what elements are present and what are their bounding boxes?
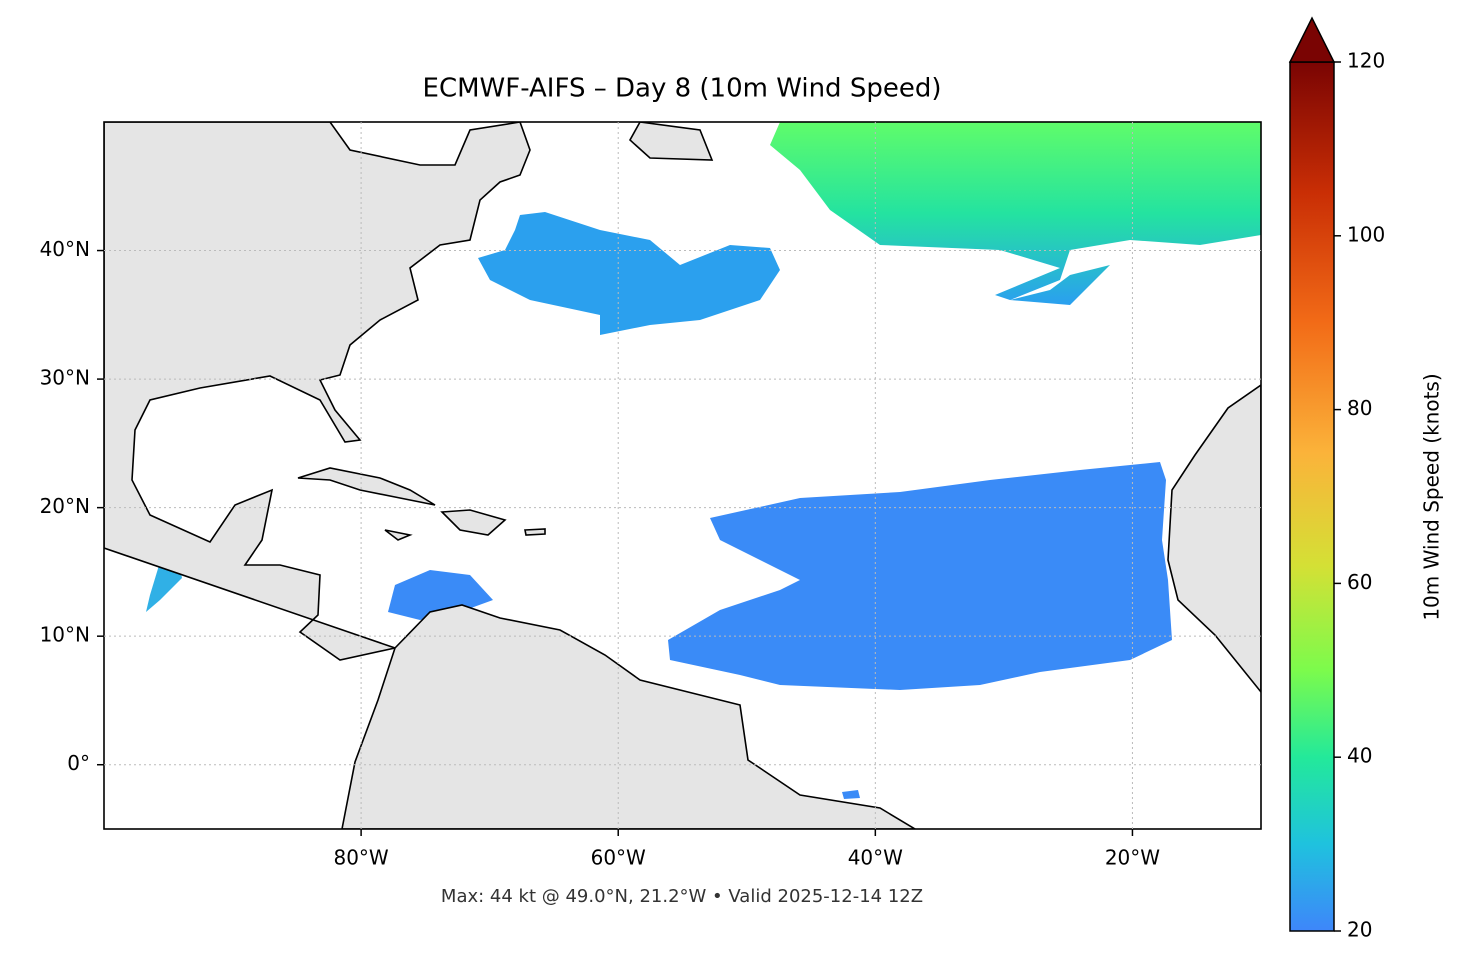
wind-field bbox=[842, 790, 860, 799]
colorbar-tick-label: 20 bbox=[1347, 918, 1372, 942]
y-tick-label: 30°N bbox=[40, 366, 90, 390]
land bbox=[341, 604, 917, 829]
y-tick-label: 40°N bbox=[40, 237, 90, 261]
colorbar-tick-label: 120 bbox=[1347, 49, 1385, 73]
land bbox=[1167, 384, 1261, 694]
footer: Max: 44 kt @ 49.0°N, 21.2°W • Valid 2025… bbox=[441, 886, 923, 907]
y-tick-label: 10°N bbox=[40, 623, 90, 647]
colorbar bbox=[1289, 61, 1335, 932]
wind-field bbox=[478, 212, 780, 335]
wind-field bbox=[770, 122, 1261, 305]
colorbar-tick-label: 60 bbox=[1347, 570, 1372, 594]
wind-field bbox=[146, 560, 182, 612]
colorbar-extension bbox=[1288, 16, 1336, 63]
land bbox=[440, 509, 507, 536]
x-tick-label: 60°W bbox=[591, 846, 646, 870]
land bbox=[104, 122, 531, 661]
colorbar-label: 10m Wind Speed (knots) bbox=[1420, 373, 1444, 620]
map-frame bbox=[103, 121, 1262, 830]
land bbox=[297, 467, 436, 506]
colorbar-tick-label: 80 bbox=[1347, 396, 1372, 420]
chart-title: ECMWF-AIFS – Day 8 (10m Wind Speed) bbox=[423, 74, 942, 104]
y-tick-label: 0° bbox=[67, 751, 90, 775]
map bbox=[104, 122, 1261, 829]
colorbar-tick-label: 40 bbox=[1347, 744, 1372, 768]
x-tick-label: 80°W bbox=[333, 846, 388, 870]
land bbox=[628, 122, 714, 161]
land bbox=[524, 528, 546, 536]
land bbox=[384, 529, 413, 541]
wind-field bbox=[668, 462, 1172, 690]
y-tick-label: 20°N bbox=[40, 494, 90, 518]
colorbar-tick-label: 100 bbox=[1347, 222, 1385, 246]
x-tick-label: 40°W bbox=[848, 846, 903, 870]
x-tick-label: 20°W bbox=[1105, 846, 1160, 870]
